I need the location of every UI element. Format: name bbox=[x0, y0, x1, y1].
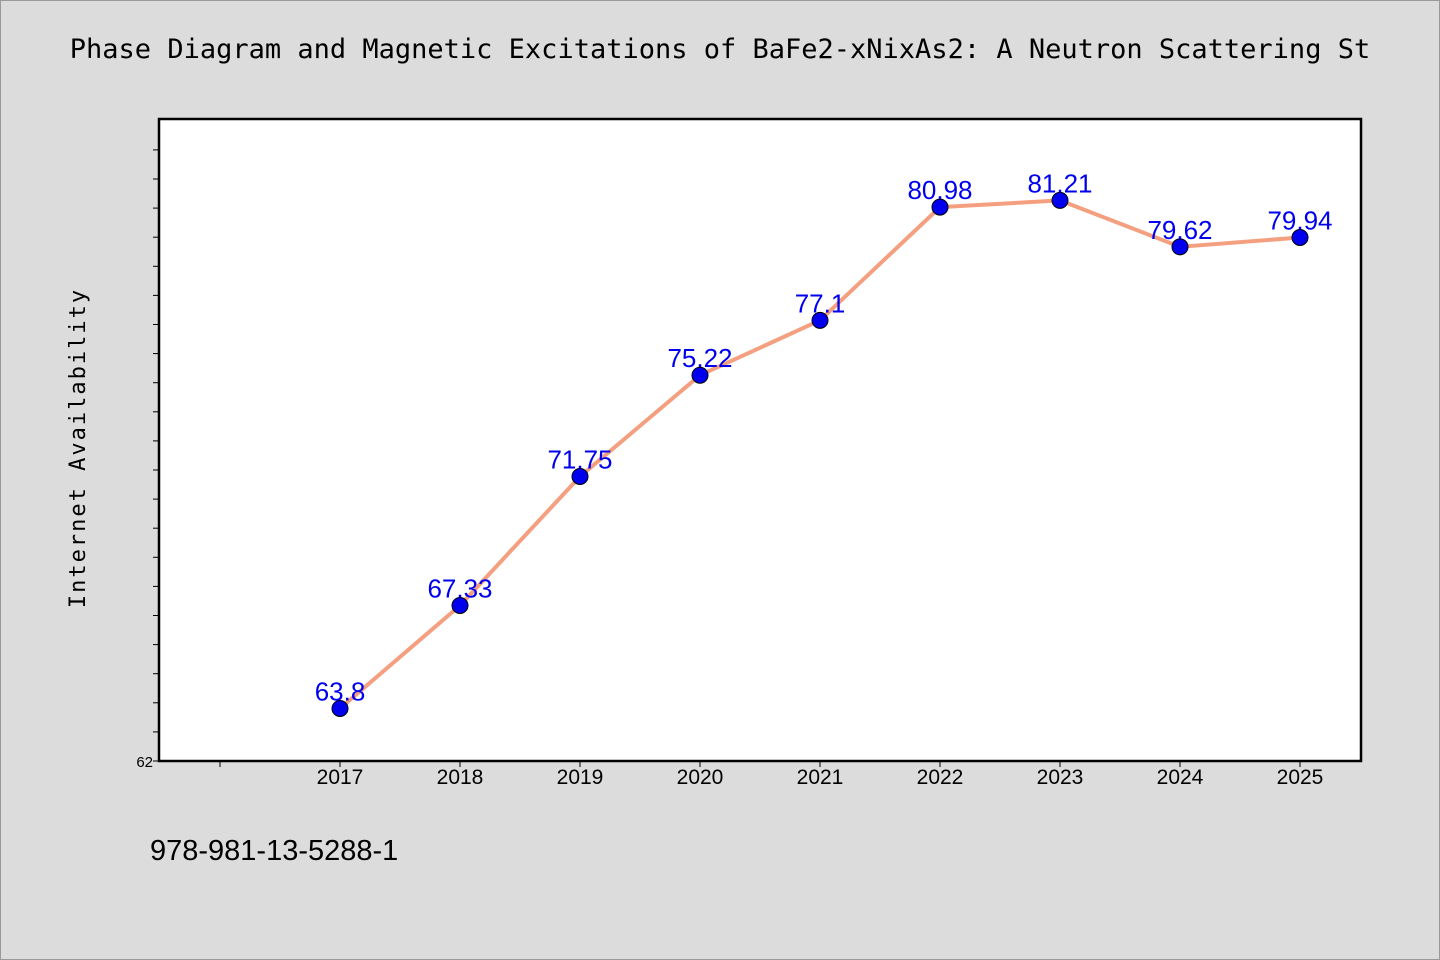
data-point bbox=[571, 467, 589, 485]
x-tick-label: 2025 bbox=[1277, 766, 1324, 789]
data-label: 71.75 bbox=[547, 444, 612, 474]
data-label: 80.98 bbox=[907, 175, 972, 205]
data-label: 79.94 bbox=[1267, 205, 1332, 235]
chart-title: Phase Diagram and Magnetic Excitations o… bbox=[69, 34, 1371, 65]
x-tick-label: 2021 bbox=[797, 766, 844, 789]
data-point bbox=[811, 311, 829, 329]
y-axis-title: Internet Availability bbox=[66, 288, 91, 608]
data-point bbox=[931, 198, 949, 216]
data-label: 63.8 bbox=[315, 676, 366, 706]
data-point bbox=[331, 699, 349, 717]
data-point bbox=[1291, 228, 1309, 246]
plot-area bbox=[157, 117, 1363, 763]
x-tick-label: 2024 bbox=[1157, 766, 1204, 789]
data-labels: 63.8 67.33 71.75 75.22 77.1 80.98 81.21 79.62 79… bbox=[315, 168, 1333, 706]
x-tick-label: 2022 bbox=[917, 766, 964, 789]
data-label: 77.1 bbox=[795, 288, 846, 318]
x-axis-ticks bbox=[219, 761, 1301, 767]
data-point bbox=[1171, 238, 1189, 256]
x-tick-label: 2023 bbox=[1037, 766, 1084, 789]
x-axis-labels: 2017 2018 2019 2020 2021 2022 2023 2024 2025 bbox=[317, 766, 1324, 789]
data-label: 67.33 bbox=[427, 573, 492, 603]
x-tick-label: 2018 bbox=[437, 766, 484, 789]
isbn-text: 978-981-13-5288-1 bbox=[150, 835, 399, 867]
data-label: 75.22 bbox=[667, 343, 732, 373]
data-point bbox=[451, 596, 469, 614]
y-axis-labels: 62 bbox=[136, 754, 153, 771]
x-tick-label: 2019 bbox=[557, 766, 604, 789]
data-markers bbox=[331, 191, 1309, 717]
y-axis-ticks bbox=[153, 149, 159, 762]
data-point bbox=[1051, 191, 1069, 209]
x-tick-label: 2020 bbox=[677, 766, 724, 789]
data-label: 79.62 bbox=[1147, 215, 1212, 245]
y-tick-label: 62 bbox=[136, 754, 153, 771]
x-tick-label: 2017 bbox=[317, 766, 364, 789]
data-point bbox=[691, 366, 709, 384]
data-label: 81.21 bbox=[1027, 168, 1092, 198]
